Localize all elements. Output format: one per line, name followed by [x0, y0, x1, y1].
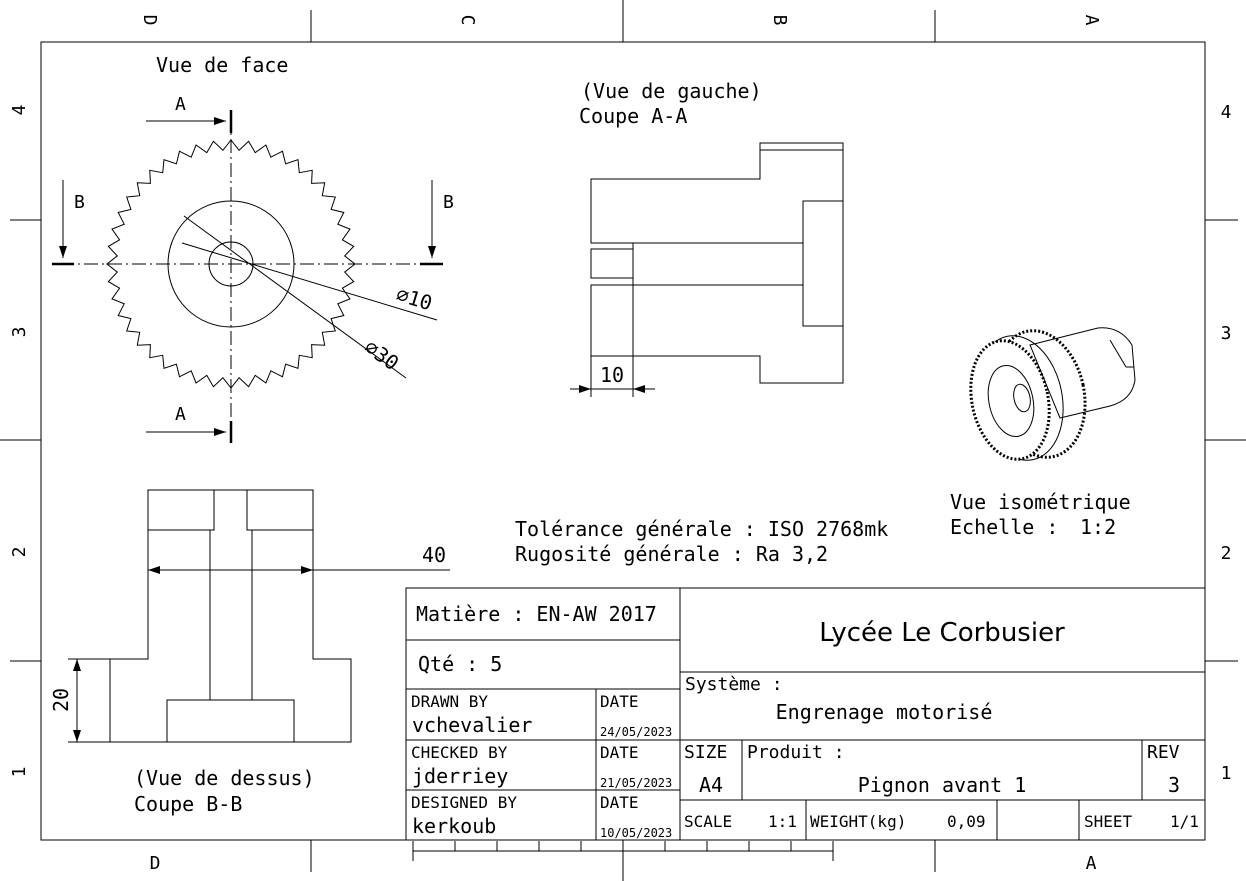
zone-row-right-1: 1 [1221, 763, 1232, 784]
rev-label: REV [1147, 742, 1180, 763]
top-view-title-1: (Vue de dessus) [134, 766, 315, 790]
top-view-title-2: Coupe B-B [134, 792, 242, 816]
dim-left-10: 10 [600, 363, 624, 387]
rev-value: 3 [1168, 773, 1180, 797]
iso-scale-value: 1:2 [1080, 515, 1116, 539]
designed-date-label: DATE [600, 793, 639, 812]
designed-date: 10/05/2023 [600, 826, 672, 840]
system-value: Engrenage motorisé [776, 700, 993, 724]
size-value: A4 [699, 773, 723, 797]
drawn-by: vchevalier [412, 713, 532, 737]
roughness-note: Rugosité générale : Ra 3,2 [515, 542, 828, 566]
drawn-date: 24/05/2023 [600, 725, 672, 739]
drawn-date-label: DATE [600, 692, 639, 711]
dim-diameter-10: ⌀10 [394, 282, 436, 316]
general-notes: Tolérance générale : ISO 2768mk Rugosité… [515, 517, 888, 566]
checked-by: jderriey [412, 764, 508, 788]
zone-row-left-3: 3 [9, 327, 30, 338]
zone-col-top-a: A [1081, 15, 1102, 26]
left-view-title-1: (Vue de gauche) [581, 79, 762, 103]
section-b-label-right: B [443, 192, 454, 213]
drawn-by-label: DRAWN BY [411, 692, 488, 711]
product-value: Pignon avant 1 [858, 773, 1027, 797]
tolerance-note: Tolérance générale : ISO 2768mk [515, 517, 888, 541]
scale-ruler [412, 841, 834, 861]
section-a-label-top: A [175, 94, 186, 115]
zone-row-right-3: 3 [1221, 323, 1232, 344]
zone-row-right-4: 4 [1221, 102, 1232, 123]
size-label: SIZE [684, 742, 727, 763]
zone-row-right-2: 2 [1221, 543, 1232, 564]
school-name: Lycée Le Corbusier [819, 618, 1065, 648]
front-view-title: Vue de face [156, 53, 288, 77]
zone-col-bottom-d: D [150, 853, 161, 874]
gear-outline [106, 139, 356, 389]
checked-date-label: DATE [600, 743, 639, 762]
designed-by-label: DESIGNED BY [411, 793, 517, 812]
left-view-title-2: Coupe A-A [579, 104, 687, 128]
section-a-label-bottom: A [175, 404, 186, 425]
product-label: Produit : [747, 742, 845, 763]
zone-col-top-c: C [457, 15, 478, 26]
dim-top-40: 40 [422, 543, 446, 567]
zone-row-left-4: 4 [9, 105, 30, 116]
weight-label: WEIGHT(kg) [810, 812, 906, 831]
quantity: Qté : 5 [418, 652, 502, 676]
scale-value: 1:1 [768, 812, 797, 831]
iso-view-title: Vue isométrique [950, 490, 1131, 514]
left-view-section: (Vue de gauche) Coupe A-A 10 [570, 79, 844, 397]
checked-by-label: CHECKED BY [411, 743, 508, 762]
material: Matière : EN-AW 2017 [416, 602, 657, 626]
designed-by: kerkoub [412, 814, 496, 838]
zone-col-top-d: D [139, 15, 160, 26]
isometric-knurl-band [993, 329, 1087, 459]
zone-row-left-1: 1 [9, 767, 30, 778]
sheet-value: 1/1 [1170, 812, 1199, 831]
dim-top-20: 20 [49, 688, 73, 712]
sheet-label: SHEET [1084, 812, 1133, 831]
weight-value: 0,09 [947, 812, 986, 831]
checked-date: 21/05/2023 [600, 776, 672, 790]
zone-labels: D C B A D A 4 3 2 1 4 3 2 1 [9, 15, 1231, 874]
zone-col-bottom-a: A [1086, 853, 1097, 874]
zone-row-left-2: 2 [9, 547, 30, 558]
isometric-view: Vue isométrique Echelle : 1:2 [950, 327, 1136, 539]
scale-label: SCALE [684, 812, 732, 831]
front-view: Vue de face A A B B ⌀10 ⌀30 [52, 53, 454, 443]
iso-scale-label: Echelle : [950, 515, 1058, 539]
system-label: Système : [685, 674, 783, 695]
zone-col-top-b: B [769, 15, 790, 26]
title-block: Matière : EN-AW 2017 Qté : 5 Lycée Le Co… [405, 587, 1206, 841]
section-b-label-left: B [74, 192, 85, 213]
top-view-section: 40 20 (Vue de dessus) Coupe B-B [49, 489, 450, 816]
dim-diameter-30: ⌀30 [360, 335, 403, 376]
